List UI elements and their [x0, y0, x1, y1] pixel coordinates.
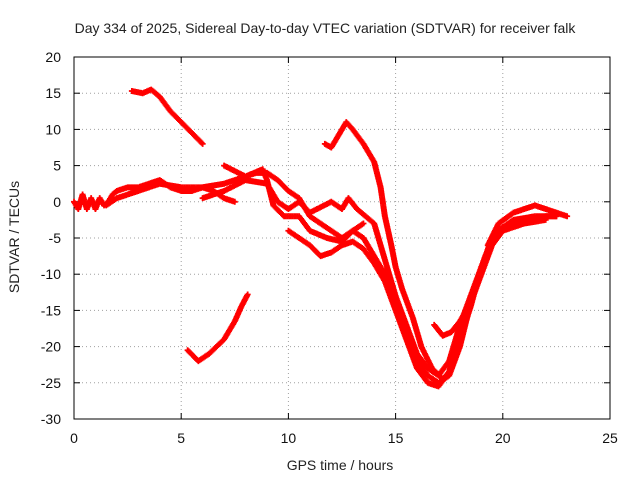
- series-late-neg: [431, 307, 470, 339]
- series-peak-arc: [321, 119, 463, 383]
- series-early-15: [128, 86, 206, 147]
- data-point: [231, 198, 238, 205]
- data-point: [199, 140, 206, 147]
- x-tick-label: 0: [70, 430, 78, 446]
- series-late-tail: [484, 202, 571, 249]
- y-tick-label: -25: [41, 375, 61, 391]
- x-tick-label: 20: [495, 430, 511, 446]
- series-early-neg: [184, 291, 251, 365]
- data-point: [463, 307, 470, 314]
- x-tick-label: 5: [177, 430, 185, 446]
- y-tick-label: 10: [45, 121, 61, 137]
- axis-ticks: 0 5 10 15 20 25 -30 -25 -20 -15 -10 -5 0 5 10 15 20: [41, 49, 618, 446]
- data-point: [564, 213, 571, 220]
- data-marker: [198, 139, 205, 146]
- y-tick-label: 20: [45, 49, 61, 65]
- y-tick-label: 0: [53, 194, 61, 210]
- data-point: [244, 291, 251, 298]
- data-point: [456, 329, 463, 336]
- y-tick-label: -5: [49, 230, 62, 246]
- y-tick-label: -20: [41, 339, 61, 355]
- y-tick-label: 15: [45, 85, 61, 101]
- y-tick-label: -10: [41, 266, 61, 282]
- chart-title: Day 334 of 2025, Sidereal Day-to-day VTE…: [75, 20, 577, 36]
- x-tick-label: 15: [388, 430, 404, 446]
- data-marks: [71, 86, 571, 390]
- y-tick-label: 5: [53, 158, 61, 174]
- x-tick-label: 10: [281, 430, 297, 446]
- y-tick-label: -15: [41, 302, 61, 318]
- data-point: [360, 220, 367, 227]
- x-axis-label: GPS time / hours: [287, 457, 394, 473]
- x-tick-label: 25: [602, 430, 618, 446]
- y-tick-label: -30: [41, 411, 61, 427]
- y-axis-label: SDTVAR / TECUs: [6, 181, 22, 293]
